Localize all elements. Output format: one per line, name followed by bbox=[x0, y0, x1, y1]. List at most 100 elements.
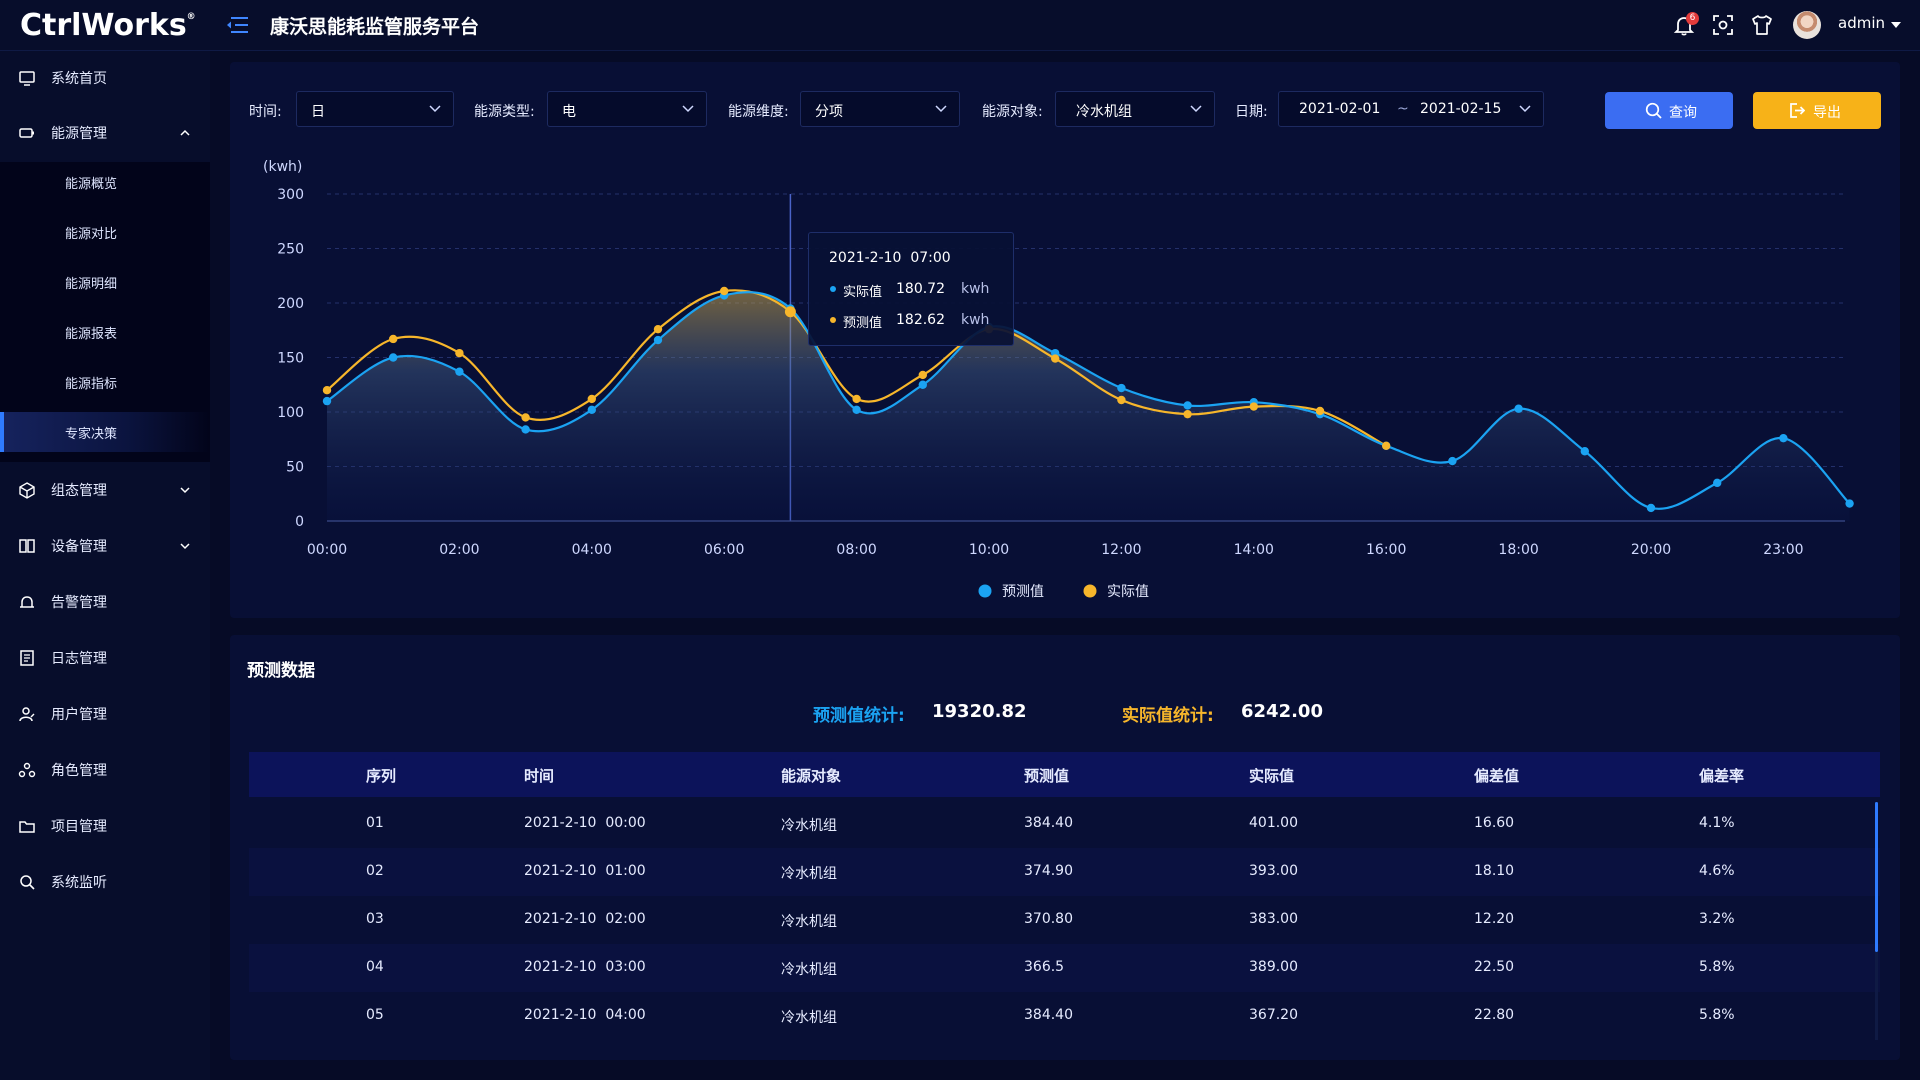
submenu-item[interactable]: 能源概览 bbox=[0, 162, 210, 202]
y-tick-label: 200 bbox=[277, 296, 304, 312]
time-select[interactable]: 日 bbox=[296, 91, 454, 127]
actual-point bbox=[1051, 354, 1060, 363]
tooltip-row: 实际值 180.72 kwh bbox=[830, 281, 1000, 300]
energy-chart: 0 50 100 150 200 250 300 (kwh) 00:00 02:00 04:00 06… bbox=[263, 159, 1854, 600]
tooltip-series-value: 180.72 bbox=[896, 281, 945, 297]
table-row[interactable]: 01 2021-2-10 00:00 冷水机组 384.40 401.00 16.60 4.… bbox=[249, 800, 1880, 848]
submenu-item[interactable]: 专家决策 bbox=[0, 412, 210, 452]
sidebar-item-label: 系统首页 bbox=[51, 71, 107, 87]
tooltip-series-unit: kwh bbox=[961, 312, 990, 328]
submenu-item[interactable]: 能源报表 bbox=[0, 312, 210, 352]
sidebar-item-label: 设备管理 bbox=[51, 539, 107, 555]
submenu-item-label: 能源对比 bbox=[65, 227, 118, 242]
table-cell: 22.80 bbox=[1474, 1007, 1515, 1023]
energy-type-filter-label: 能源类型: bbox=[474, 104, 535, 120]
x-tick-label: 12:00 bbox=[1101, 542, 1141, 558]
table-cell: 384.40 bbox=[1024, 1007, 1073, 1023]
sidebar-item-device[interactable]: 设备管理 bbox=[0, 526, 210, 566]
actual-point bbox=[389, 334, 398, 344]
user-name[interactable]: admin bbox=[1838, 14, 1885, 32]
user-dropdown-caret-icon[interactable] bbox=[1891, 22, 1901, 28]
chevron-down-icon bbox=[1519, 105, 1531, 113]
submenu-item[interactable]: 能源明细 bbox=[0, 262, 210, 302]
sidebar-item-user[interactable]: 用户管理 bbox=[0, 694, 210, 734]
predicted-line bbox=[326, 291, 1851, 510]
sidebar-item-home[interactable]: 系统首页 bbox=[0, 58, 210, 98]
predicted-point bbox=[852, 405, 861, 415]
energy-object-select[interactable]: 冷水机组 bbox=[1055, 91, 1215, 127]
shirt-icon[interactable] bbox=[1750, 13, 1774, 37]
x-tick-label: 02:00 bbox=[439, 542, 479, 558]
table-cell: 冷水机组 bbox=[781, 962, 837, 978]
app-title: 康沃思能耗监管服务平台 bbox=[270, 16, 480, 38]
actual-point bbox=[455, 348, 464, 358]
actual-point bbox=[653, 324, 663, 334]
sidebar-item-monitor[interactable]: 系统监听 bbox=[0, 862, 210, 902]
tooltip-time: 2021-2-10 07:00 bbox=[829, 250, 951, 266]
menu-toggle-icon[interactable] bbox=[226, 14, 250, 36]
energy-type-select[interactable]: 电 bbox=[547, 91, 707, 127]
sidebar-item-log[interactable]: 日志管理 bbox=[0, 638, 210, 678]
y-tick-label: 150 bbox=[277, 351, 304, 367]
table-cell: 374.90 bbox=[1024, 863, 1073, 879]
export-button[interactable]: 导出 bbox=[1753, 92, 1881, 129]
table-cell: 401.00 bbox=[1249, 815, 1298, 831]
chevron-up-icon[interactable] bbox=[179, 127, 191, 139]
chevron-down-icon[interactable] bbox=[179, 540, 191, 552]
avatar[interactable] bbox=[1793, 11, 1821, 39]
sidebar-item-project[interactable]: 项目管理 bbox=[0, 806, 210, 846]
y-tick-label: 100 bbox=[277, 405, 304, 421]
actual-point bbox=[1315, 406, 1325, 416]
energy-type-select-value: 电 bbox=[562, 104, 576, 120]
predicted-point bbox=[1845, 499, 1854, 508]
chevron-down-icon bbox=[935, 105, 947, 113]
tooltip-series-value: 182.62 bbox=[896, 312, 945, 328]
prediction-section-title: 预测数据 bbox=[247, 661, 315, 681]
y-tick-label: 250 bbox=[277, 242, 304, 258]
predicted-point bbox=[653, 335, 663, 345]
query-button[interactable]: 查询 bbox=[1605, 92, 1733, 129]
predicted-point bbox=[521, 425, 530, 434]
table-row[interactable]: 03 2021-2-10 02:00 冷水机组 370.80 383.00 12.20 3.… bbox=[249, 896, 1880, 944]
table-row[interactable]: 04 2021-2-10 03:00 冷水机组 366.5 389.00 22.50 5.8… bbox=[249, 944, 1880, 992]
submenu-item[interactable]: 能源对比 bbox=[0, 212, 210, 252]
energy-submenu: 能源概览能源对比能源明细能源报表能源指标专家决策 bbox=[0, 162, 210, 462]
table-cell: 05 bbox=[366, 1007, 384, 1023]
logo[interactable]: CtrlWorks® bbox=[20, 8, 196, 43]
series-dot-icon bbox=[830, 317, 836, 323]
date-range-picker[interactable]: 2021-02-01 ~ 2021-02-15 bbox=[1278, 91, 1544, 127]
table-row[interactable]: 02 2021-2-10 01:00 冷水机组 374.90 393.00 18.10 4.… bbox=[249, 848, 1880, 896]
table-cell: 2021-2-10 02:00 bbox=[524, 911, 646, 927]
sidebar-item-config[interactable]: 组态管理 bbox=[0, 470, 210, 510]
sidebar-item-alarm[interactable]: 告警管理 bbox=[0, 582, 210, 622]
sidebar-item-role[interactable]: 角色管理 bbox=[0, 750, 210, 790]
table-row[interactable]: 05 2021-2-10 04:00 冷水机组 384.40 367.20 22.80 5.… bbox=[249, 992, 1880, 1040]
energy-dimension-select[interactable]: 分项 bbox=[800, 91, 960, 127]
table-cell: 5.8% bbox=[1699, 959, 1735, 975]
log-icon bbox=[20, 650, 34, 666]
time-select-value: 日 bbox=[311, 104, 325, 120]
table-cell: 02 bbox=[366, 863, 384, 879]
export-icon bbox=[1790, 103, 1805, 118]
tooltip-series-name: 实际值 bbox=[843, 285, 883, 300]
predicted-point bbox=[1580, 447, 1590, 456]
sidebar-item-energy[interactable]: 能源管理 bbox=[0, 113, 210, 153]
table-cell: 冷水机组 bbox=[781, 818, 837, 834]
date-end[interactable]: 2021-02-15 bbox=[1420, 101, 1502, 117]
table-cell: 383.00 bbox=[1249, 911, 1298, 927]
legend-marker bbox=[1083, 584, 1097, 598]
table-cell: 03 bbox=[366, 911, 384, 927]
date-start[interactable]: 2021-02-01 bbox=[1299, 101, 1381, 117]
screen-capture-icon[interactable] bbox=[1711, 13, 1735, 37]
table-scrollbar-thumb[interactable] bbox=[1875, 802, 1878, 952]
submenu-item[interactable]: 能源指标 bbox=[0, 362, 210, 402]
actual-point bbox=[1117, 395, 1126, 405]
table-cell: 01 bbox=[366, 815, 384, 831]
x-tick-label: 00:00 bbox=[307, 542, 347, 558]
chevron-down-icon bbox=[682, 105, 694, 113]
table-cell: 5.8% bbox=[1699, 1007, 1735, 1023]
sidebar-item-label: 组态管理 bbox=[51, 483, 107, 499]
actual-point bbox=[852, 394, 861, 404]
chevron-down-icon[interactable] bbox=[179, 484, 191, 496]
x-tick-label: 23:00 bbox=[1763, 542, 1803, 558]
